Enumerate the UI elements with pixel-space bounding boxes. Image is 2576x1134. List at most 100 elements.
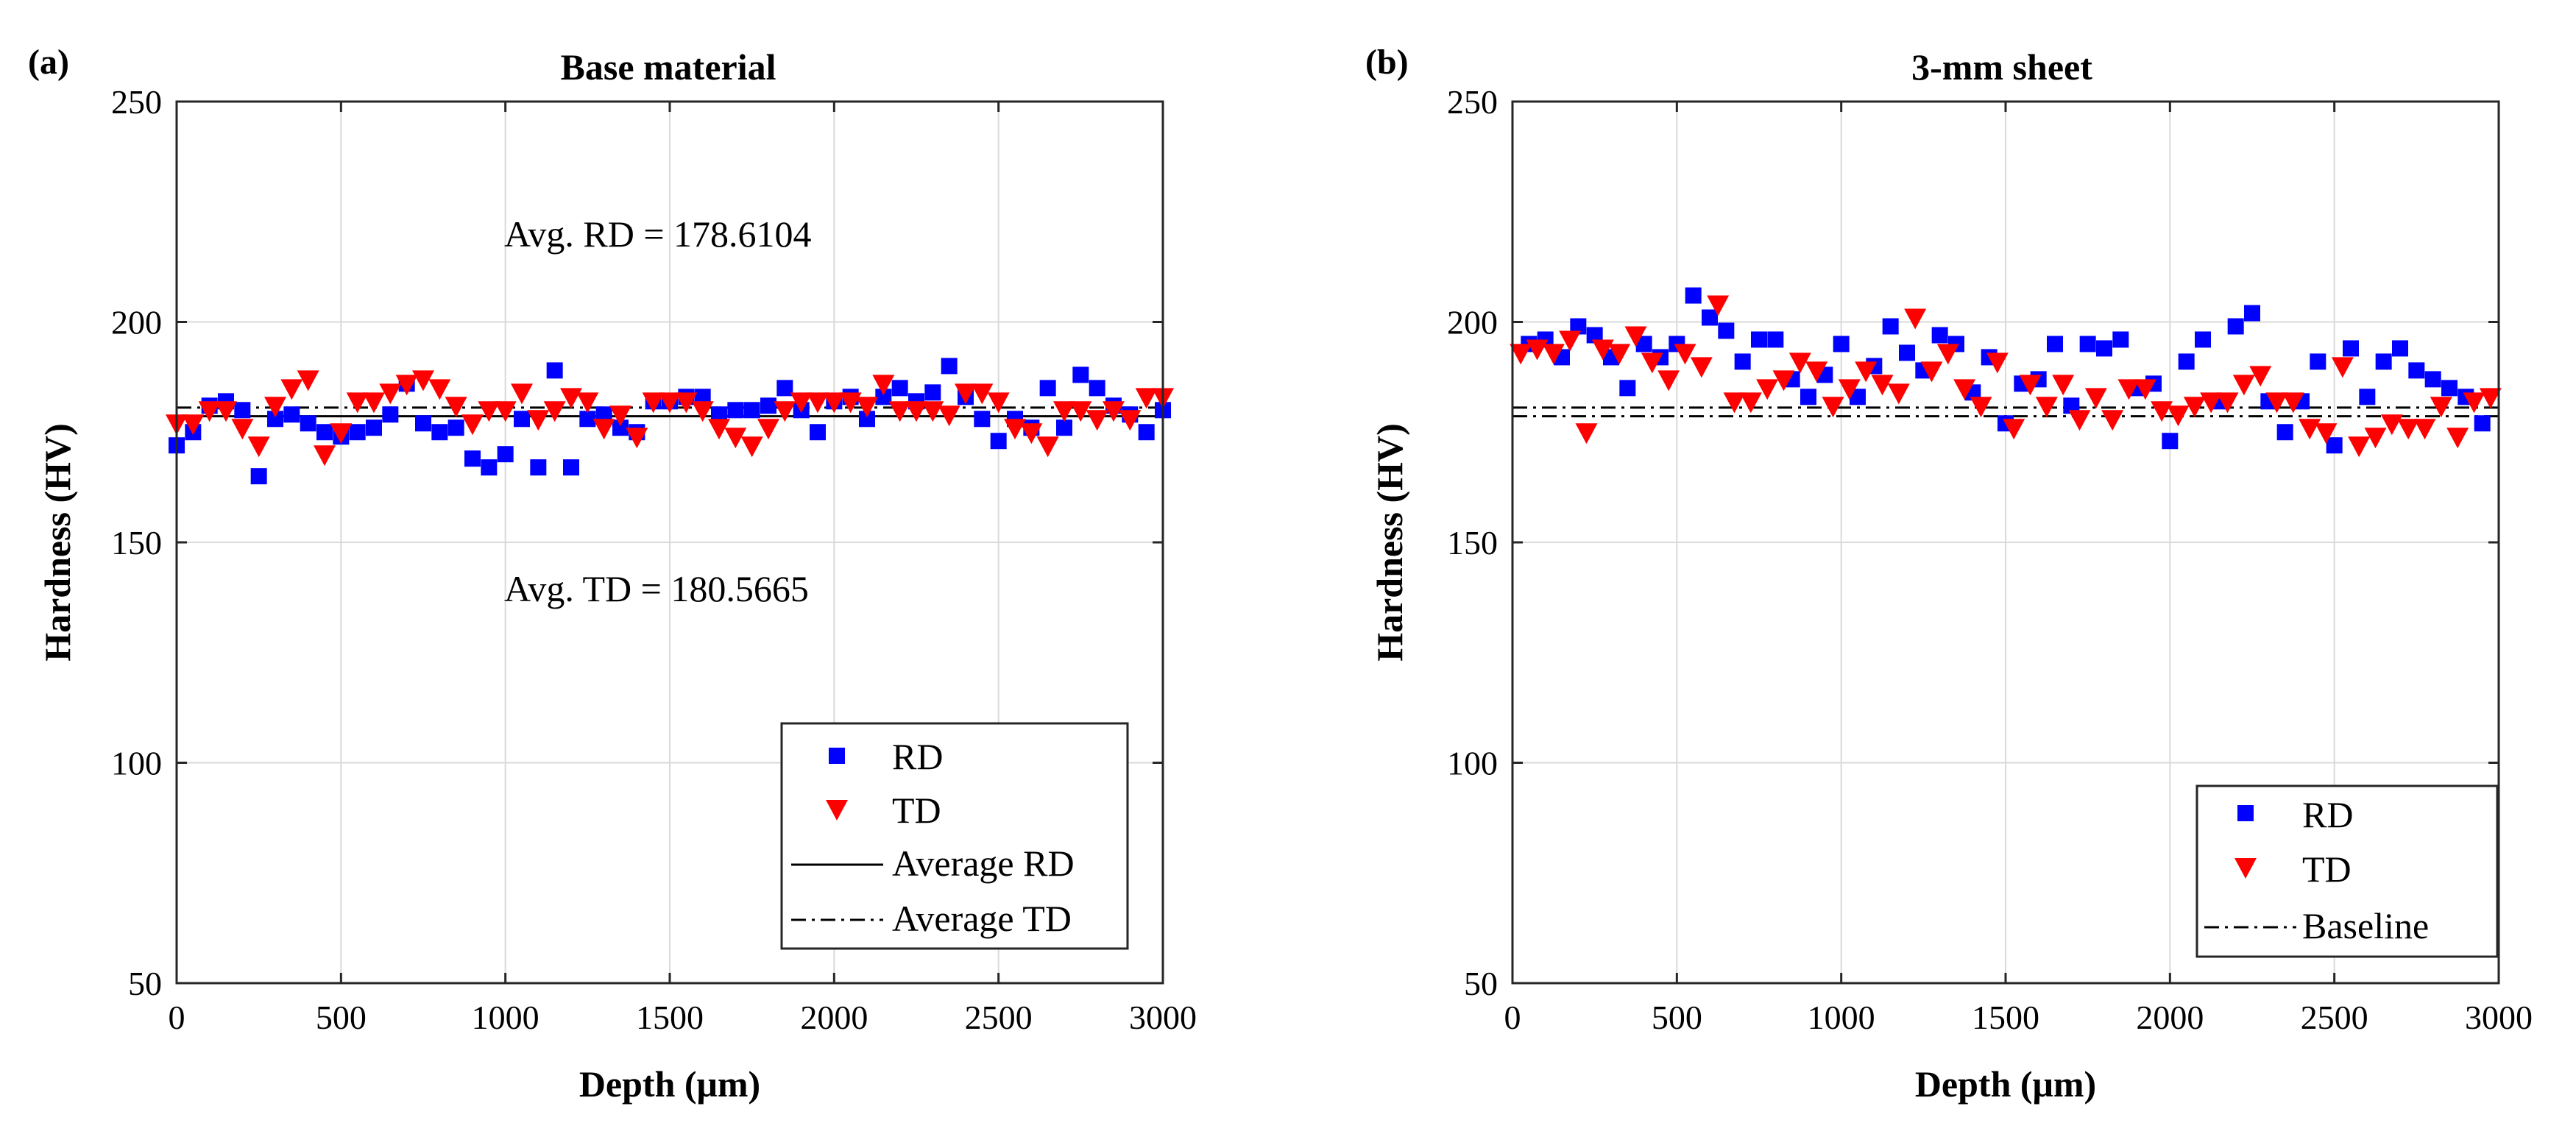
- point-rd: [1570, 318, 1587, 335]
- point-rd: [316, 424, 333, 441]
- point-rd: [1751, 331, 1767, 348]
- point-rd: [875, 389, 892, 405]
- point-rd: [1767, 331, 1784, 348]
- point-td: [1657, 370, 1680, 391]
- x-tick-label: 2500: [965, 999, 1033, 1036]
- point-td: [659, 392, 681, 414]
- point-td: [1707, 295, 1730, 316]
- point-td: [280, 379, 303, 400]
- point-rd: [1685, 287, 1702, 304]
- point-td: [2348, 436, 2371, 458]
- point-rd: [2326, 437, 2343, 454]
- point-td: [1542, 344, 1565, 365]
- point-td: [1855, 361, 1878, 383]
- point-td: [1936, 344, 1959, 365]
- x-tick-label: 1500: [636, 999, 704, 1036]
- x-tick-label: 0: [1504, 999, 1521, 1036]
- point-td: [2019, 375, 2042, 396]
- point-td: [297, 370, 319, 391]
- point-td: [1822, 397, 1844, 418]
- point-td: [1069, 401, 1092, 422]
- point-td: [971, 383, 994, 405]
- point-rd: [234, 402, 251, 419]
- point-td: [888, 401, 911, 422]
- point-td: [2134, 379, 2156, 400]
- point-td: [330, 423, 353, 444]
- point-td: [1953, 379, 1976, 400]
- point-rd: [941, 358, 958, 375]
- point-td: [1641, 352, 1663, 374]
- point-rd: [1619, 380, 1636, 397]
- legend-avg-rd-label-a: Average RD: [892, 843, 1075, 884]
- point-rd: [776, 380, 793, 397]
- point-td: [2151, 401, 2173, 422]
- point-td: [642, 392, 665, 414]
- point-td: [1756, 379, 1779, 400]
- point-rd: [711, 406, 727, 423]
- point-td: [198, 401, 221, 422]
- point-td: [264, 397, 286, 418]
- point-td: [691, 401, 714, 422]
- point-td: [511, 383, 533, 405]
- point-td: [2216, 392, 2239, 414]
- x-axis-label-a: Depth (μm): [579, 1063, 760, 1105]
- point-rd: [2408, 362, 2425, 379]
- point-rd: [563, 459, 579, 476]
- y-tick-label: 200: [1447, 304, 1498, 341]
- point-td: [478, 401, 500, 422]
- legend-td-marker-b: [2234, 858, 2257, 879]
- point-rd: [530, 459, 547, 476]
- point-rd: [1850, 389, 1866, 405]
- point-td: [1674, 344, 1696, 365]
- point-td: [1591, 339, 1614, 361]
- point-td: [231, 419, 254, 440]
- point-td: [412, 370, 434, 391]
- legend-td-marker-a: [826, 800, 848, 821]
- x-tick-label: 500: [1652, 999, 1702, 1036]
- point-rd: [990, 433, 1007, 450]
- point-td: [1119, 410, 1142, 431]
- chart-title-b: 3-mm sheet: [1911, 46, 2092, 88]
- point-td: [790, 392, 813, 414]
- legend-td-label-a: TD: [892, 790, 941, 831]
- point-rd: [349, 424, 366, 441]
- point-td: [2084, 388, 2107, 409]
- point-td: [1559, 330, 1582, 352]
- point-td: [2430, 397, 2452, 418]
- point-td: [363, 392, 385, 414]
- point-rd: [2244, 305, 2260, 322]
- point-td: [1624, 326, 1647, 347]
- point-rd: [1586, 327, 1603, 344]
- legend-avg-td-label-a: Average TD: [892, 898, 1072, 939]
- point-rd: [250, 468, 267, 485]
- point-td: [2068, 410, 2091, 431]
- x-tick-label: 3000: [1129, 999, 1197, 1036]
- legend-rd-marker-b: [2237, 805, 2254, 821]
- point-rd: [2310, 353, 2326, 370]
- point-rd: [2227, 318, 2244, 335]
- point-td: [1723, 392, 1746, 414]
- point-rd: [300, 415, 316, 432]
- point-td: [708, 419, 730, 440]
- point-rd: [431, 424, 448, 441]
- legend-a: RD TD Average RD Average TD: [780, 722, 1129, 950]
- panel-label-b: (b): [1365, 43, 1409, 82]
- point-rd: [810, 424, 826, 441]
- point-rd: [2343, 340, 2359, 357]
- point-rd: [283, 406, 300, 423]
- point-rd: [2276, 424, 2293, 441]
- point-rd: [612, 419, 629, 436]
- y-tick-label: 100: [111, 745, 162, 782]
- point-td: [1103, 401, 1125, 422]
- point-td: [215, 401, 237, 422]
- annotation-avg-td: Avg. TD = 180.5665: [504, 568, 809, 609]
- point-td: [461, 414, 484, 436]
- point-rd: [694, 389, 711, 405]
- y-tick-label: 250: [111, 83, 162, 121]
- point-td: [2052, 375, 2075, 396]
- legend-td-label-b: TD: [2302, 848, 2352, 890]
- point-td: [938, 405, 960, 427]
- point-td: [2035, 397, 2058, 418]
- point-td: [2232, 375, 2255, 396]
- point-td: [1526, 339, 1549, 361]
